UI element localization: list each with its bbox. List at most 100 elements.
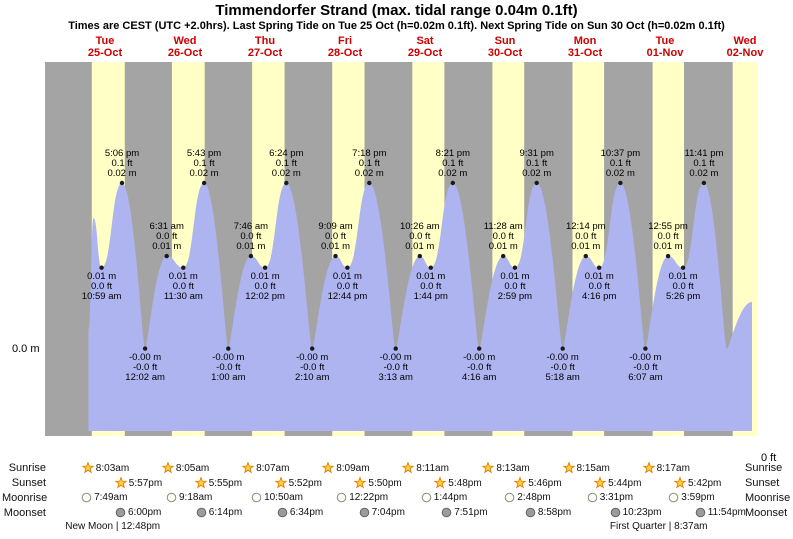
sunrise-item: 8:09am	[322, 462, 370, 474]
sunset-row: Sunset Sunset 5:57pm 5:55pm 5:52pm 5:50pm 5:48…	[0, 477, 793, 492]
day-label: Thu 27-Oct	[247, 35, 283, 59]
moonset-icon	[441, 507, 452, 518]
tide-annotation: -0.00 m -0.0 ft 3:13 am	[378, 351, 413, 383]
tide-point-marker	[597, 265, 602, 270]
tide-annotation: 10:26 am 0.0 ft 0.01 m	[399, 221, 440, 253]
sunset-time: 5:57pm	[128, 477, 163, 489]
moonset-icon	[277, 507, 288, 518]
tide-annotation: 5:06 pm 0.1 ft 0.02 m	[104, 148, 140, 179]
sunrise-item: 8:05am	[161, 462, 209, 474]
moonset-item: 11:54pm	[695, 507, 746, 518]
sunrise-item: 8:03am	[81, 462, 129, 474]
moonrise-icon	[336, 492, 347, 503]
day-label: Wed 26-Oct	[167, 35, 203, 59]
moonset-row: Moonset Moonset 6:00pm 6:14pm 6:34pm 7:04pm 7:…	[0, 507, 793, 522]
tide-point-marker	[181, 265, 186, 270]
tide-point-marker	[248, 253, 254, 259]
tide-annotation: 0.01 m 0.0 ft 11:30 am	[163, 270, 203, 302]
moonrise-item: 9:18am	[166, 492, 212, 503]
tide-annotation: 0.01 m 0.0 ft 2:59 pm	[497, 270, 533, 302]
page-title: Timmendorfer Strand (max. tidal range 0.…	[215, 2, 578, 19]
moonrise-time: 10:50am	[264, 492, 304, 503]
tide-point-marker	[310, 346, 315, 351]
sunset-label-left: Sunset	[11, 477, 46, 489]
tide-annotation: 10:37 pm 0.1 ft 0.02 m	[600, 148, 641, 179]
moonrise-time: 9:18am	[179, 492, 213, 503]
tide-point-marker	[428, 265, 433, 270]
day-label: Tue 01-Nov	[646, 35, 684, 59]
moonset-icon	[196, 507, 207, 518]
sunrise-star-icon	[402, 462, 415, 474]
tide-annotation: 11:28 am 0.0 ft 0.01 m	[483, 221, 523, 253]
tide-annotation: 0.01 m 0.0 ft 12:02 pm	[245, 270, 285, 302]
tide-curve	[88, 183, 752, 431]
sunset-time: 5:42pm	[688, 477, 722, 489]
moonset-icon	[359, 507, 369, 518]
tide-point-marker	[512, 265, 518, 270]
moonrise-item: 3:59pm	[668, 492, 715, 503]
tide-annotation: -0.00 m -0.0 ft 4:16 am	[462, 351, 497, 383]
moonset-label-left: Moonset	[3, 507, 46, 519]
sunset-star-icon	[674, 477, 686, 489]
moonset-item: 7:51pm	[441, 507, 488, 518]
moonset-icon	[525, 507, 536, 518]
sunset-item: 5:55pm	[194, 477, 242, 489]
day-label: Wed 02-Nov	[726, 35, 764, 59]
moonrise-icon	[166, 492, 177, 503]
tide-annotation: -0.00 m -0.0 ft 5:18 am	[545, 351, 580, 383]
tide-point-marker	[262, 265, 268, 270]
moonrise-time: 3:31pm	[599, 492, 634, 503]
tide-point-marker	[701, 180, 707, 186]
sunset-time: 5:46pm	[528, 477, 562, 489]
tide-annotation: 9:31 pm 0.1 ft 0.02 m	[519, 148, 554, 179]
page-subtitle: Times are CEST (UTC +2.0hrs). Last Sprin…	[68, 20, 725, 32]
sunset-star-icon	[194, 477, 207, 489]
moonset-time: 10:23pm	[622, 507, 662, 518]
tide-point-marker	[333, 253, 338, 259]
tide-point-marker	[226, 346, 231, 351]
moonset-icon	[610, 507, 620, 518]
sunrise-star-icon	[161, 462, 174, 474]
tide-annotation: 11:41 pm 0.1 ft 0.02 m	[684, 148, 724, 179]
tide-point-marker	[284, 180, 289, 186]
sunset-star-icon	[434, 477, 447, 489]
moonrise-item: 3:31pm	[587, 492, 633, 503]
tide-annotation: -0.00 m -0.0 ft 1:00 am	[211, 351, 246, 383]
moonrise-row: Moonrise Moonrise 7:49am 9:18am 10:50am 12:22…	[0, 492, 793, 507]
tide-point-marker	[367, 180, 372, 186]
moonset-time: 11:54pm	[707, 507, 746, 518]
sunrise-time: 8:15am	[576, 462, 610, 474]
tide-point-marker	[393, 346, 398, 351]
tide-annotation: 7:18 pm 0.1 ft 0.02 m	[352, 148, 387, 179]
sunset-star-icon	[594, 477, 607, 489]
moonrise-time: 12:22pm	[349, 492, 389, 503]
tide-point-marker	[643, 346, 648, 351]
sunset-item: 5:42pm	[674, 477, 721, 489]
sunset-time: 5:50pm	[368, 477, 402, 489]
moonrise-item: 12:22pm	[336, 492, 388, 503]
sunrise-time: 8:13am	[496, 462, 530, 474]
tide-point-marker	[164, 253, 169, 259]
tide-annotation: 6:31 am 0.0 ft 0.01 m	[149, 221, 184, 253]
moonrise-item: 2:48pm	[504, 492, 551, 503]
day-label: Mon 31-Oct	[567, 35, 603, 59]
y-axis-label-meters: 0.0 m	[12, 343, 40, 355]
tide-point-marker	[583, 253, 588, 259]
tide-annotation: 0.01 m 0.0 ft 4:16 pm	[582, 270, 617, 302]
day-label: Fri 28-Oct	[327, 35, 363, 59]
moonset-icon	[115, 507, 126, 518]
sunset-time: 5:44pm	[608, 477, 642, 489]
sunrise-star-icon	[81, 462, 94, 474]
moonrise-icon	[668, 492, 679, 503]
tide-annotation: 5:43 pm 0.1 ft 0.02 m	[186, 148, 222, 179]
tide-annotation: -0.00 m -0.0 ft 6:07 am	[628, 351, 663, 383]
tide-annotation: 8:21 pm 0.1 ft 0.02 m	[435, 148, 470, 179]
sunset-star-icon	[514, 477, 527, 489]
tide-annotation: 0.01 m 0.0 ft 1:44 pm	[413, 270, 448, 302]
tide-annotation: 0.01 m 0.0 ft 12:44 pm	[327, 270, 368, 302]
sunrise-row: Sunrise Sunrise 8:03am 8:05am 8:07am 8:09am 8:…	[0, 462, 793, 477]
tide-annotation: 12:55 pm 0.0 ft 0.01 m	[648, 221, 688, 253]
sunset-star-icon	[274, 477, 287, 489]
tide-annotation: 0.01 m 0.0 ft 5:26 pm	[665, 270, 701, 302]
sunrise-time: 8:07am	[256, 462, 290, 474]
